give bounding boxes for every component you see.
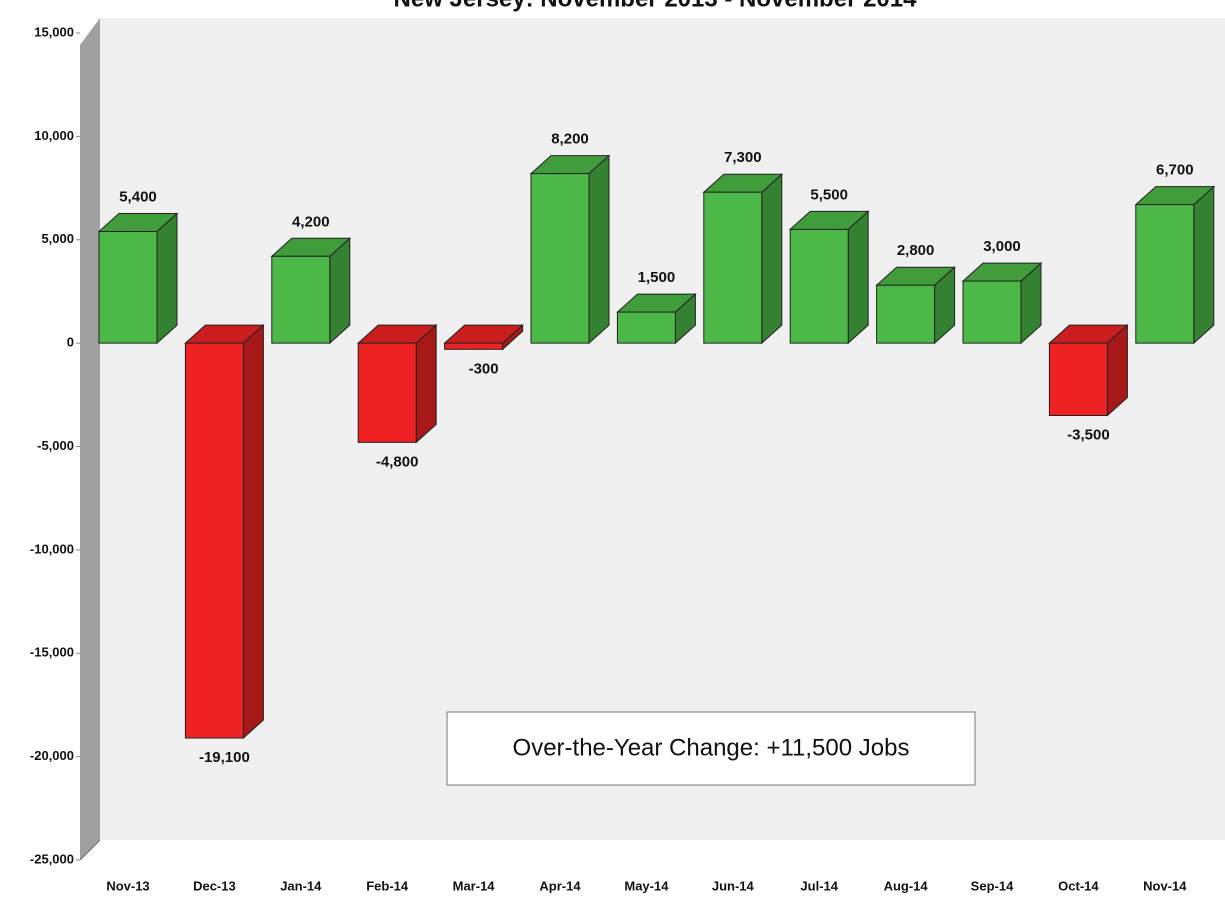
value-label: 2,800 (897, 242, 935, 259)
side-wall (80, 18, 100, 860)
x-tick-label: May-14 (624, 878, 669, 893)
y-tick-label: 10,000 (34, 128, 74, 143)
floor-edge (79, 839, 101, 861)
bar (271, 255, 331, 344)
x-tick-label: Feb-14 (366, 878, 409, 893)
value-label: 6,700 (1156, 162, 1194, 179)
value-label: -4,800 (376, 453, 419, 470)
bar-side (588, 154, 610, 345)
x-tick-label: Jan-14 (280, 878, 322, 893)
bar (703, 191, 763, 344)
value-label: 4,200 (292, 213, 330, 230)
annotation: Over-the-Year Change: +11,500 Jobs (513, 734, 910, 761)
bar (876, 284, 936, 344)
chart-title: New Jersey: November 2013 - November 201… (394, 0, 918, 12)
x-tick-label: Jul-14 (800, 878, 838, 893)
x-tick-label: Apr-14 (539, 878, 581, 893)
bar (530, 173, 590, 344)
plot-wall (100, 18, 1225, 840)
bar-side (1193, 185, 1215, 345)
y-tick-label: -20,000 (30, 748, 74, 763)
y-tick-label: -15,000 (30, 645, 74, 660)
bar-side (415, 324, 437, 444)
value-label: -300 (469, 360, 499, 377)
value-label: -3,500 (1067, 426, 1110, 443)
bar (616, 311, 676, 344)
x-tick-label: Jun-14 (712, 878, 755, 893)
x-tick-label: Oct-14 (1058, 878, 1099, 893)
value-label: 1,500 (638, 269, 676, 286)
x-tick-label: Mar-14 (453, 878, 496, 893)
bar-side (242, 324, 264, 740)
y-tick-label: -5,000 (37, 438, 74, 453)
bar (98, 230, 158, 344)
value-label: 5,400 (119, 188, 157, 205)
bar (444, 342, 504, 350)
value-label: 8,200 (551, 131, 589, 148)
bar (962, 280, 1022, 344)
x-tick-label: Aug-14 (884, 878, 929, 893)
annotation-box (446, 711, 976, 786)
x-tick-label: Nov-14 (1143, 878, 1187, 893)
value-label: 5,500 (810, 186, 848, 203)
bar (789, 228, 849, 344)
bar-side (761, 173, 783, 345)
y-tick-label: 15,000 (34, 24, 74, 39)
value-label: -19,100 (199, 749, 250, 766)
bar (1135, 204, 1195, 344)
bar (357, 342, 417, 443)
bar-side (156, 212, 178, 345)
value-label: 7,300 (724, 149, 762, 166)
bar (184, 342, 244, 739)
value-label: 3,000 (983, 238, 1021, 255)
x-tick-label: Dec-13 (193, 878, 236, 893)
y-tick-label: 0 (67, 335, 74, 350)
bar (1048, 342, 1108, 416)
bar-side (847, 210, 869, 345)
x-tick-label: Nov-13 (106, 878, 149, 893)
y-tick-label: -10,000 (30, 541, 74, 556)
x-tick-label: Sep-14 (971, 878, 1014, 893)
y-tick-label: 5,000 (41, 231, 74, 246)
y-tick-label: -25,000 (30, 851, 74, 866)
